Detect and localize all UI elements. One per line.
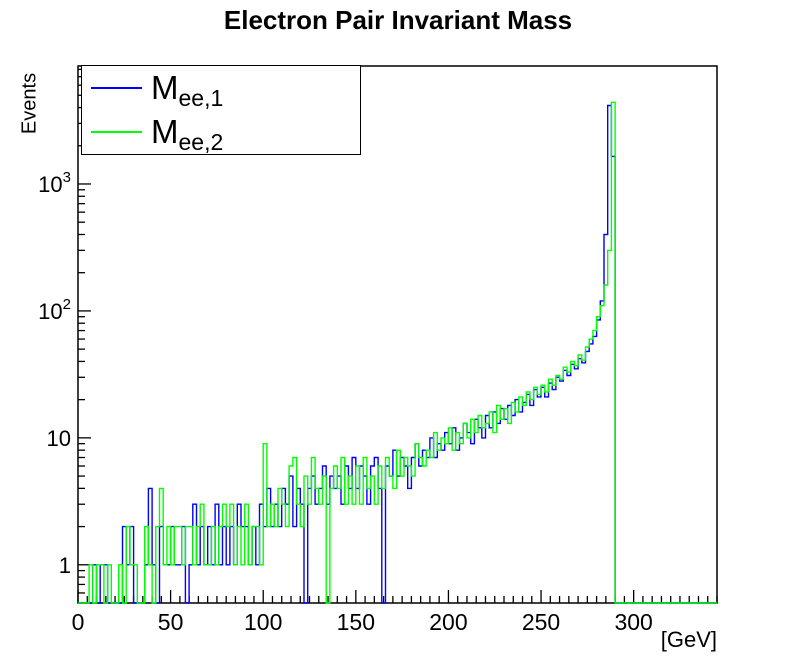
x-tick-label: 0 bbox=[72, 609, 85, 635]
x-tick-label: 200 bbox=[429, 609, 467, 635]
x-axis-title: [GeV] bbox=[660, 627, 717, 652]
legend-entry-mee2: Mee,2 bbox=[82, 110, 360, 154]
y-tick-label: 103 bbox=[38, 169, 71, 197]
legend-label-main: M bbox=[151, 69, 179, 106]
legend-label-sub: ee,2 bbox=[178, 129, 224, 155]
legend-label-sub: ee,1 bbox=[178, 85, 224, 111]
legend-line-sample-mee2 bbox=[91, 131, 142, 133]
y-tick-label: 102 bbox=[38, 296, 71, 324]
legend-line-sample-mee1 bbox=[91, 87, 142, 89]
legend-box: Mee,1 Mee,2 bbox=[81, 65, 361, 155]
chart-title: Electron Pair Invariant Mass bbox=[223, 5, 573, 35]
legend-label-mee2: Mee,2 bbox=[151, 113, 223, 154]
plot-frame bbox=[77, 65, 718, 604]
x-tick-label: 50 bbox=[158, 609, 184, 635]
legend-label-main: M bbox=[151, 113, 179, 150]
y-tick-label: 1 bbox=[59, 553, 71, 578]
series-path-mee2 bbox=[78, 101, 717, 604]
y-tick-label: 10 bbox=[47, 426, 71, 451]
legend-entry-mee1: Mee,1 bbox=[82, 66, 360, 110]
x-tick-label: 150 bbox=[337, 609, 375, 635]
x-tick-label: 250 bbox=[522, 609, 560, 635]
legend-label-mee1: Mee,1 bbox=[151, 69, 223, 110]
x-tick-label: 100 bbox=[244, 609, 282, 635]
y-axis-title: Events bbox=[18, 72, 41, 135]
x-tick-label: 300 bbox=[614, 609, 652, 635]
